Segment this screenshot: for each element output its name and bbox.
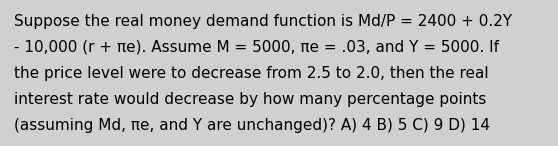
Text: - 10,000 (r + πe). Assume M = 5000, πe = .03, and Y = 5000. If: - 10,000 (r + πe). Assume M = 5000, πe =… [14, 40, 499, 55]
Text: interest rate would decrease by how many percentage points: interest rate would decrease by how many… [14, 92, 487, 107]
Text: (assuming Md, πe, and Y are unchanged)? A) 4 B) 5 C) 9 D) 14: (assuming Md, πe, and Y are unchanged)? … [14, 118, 490, 133]
Text: the price level were to decrease from 2.5 to 2.0, then the real: the price level were to decrease from 2.… [14, 66, 489, 81]
Text: Suppose the real money demand function is Md/P = 2400 + 0.2Y: Suppose the real money demand function i… [14, 14, 512, 29]
